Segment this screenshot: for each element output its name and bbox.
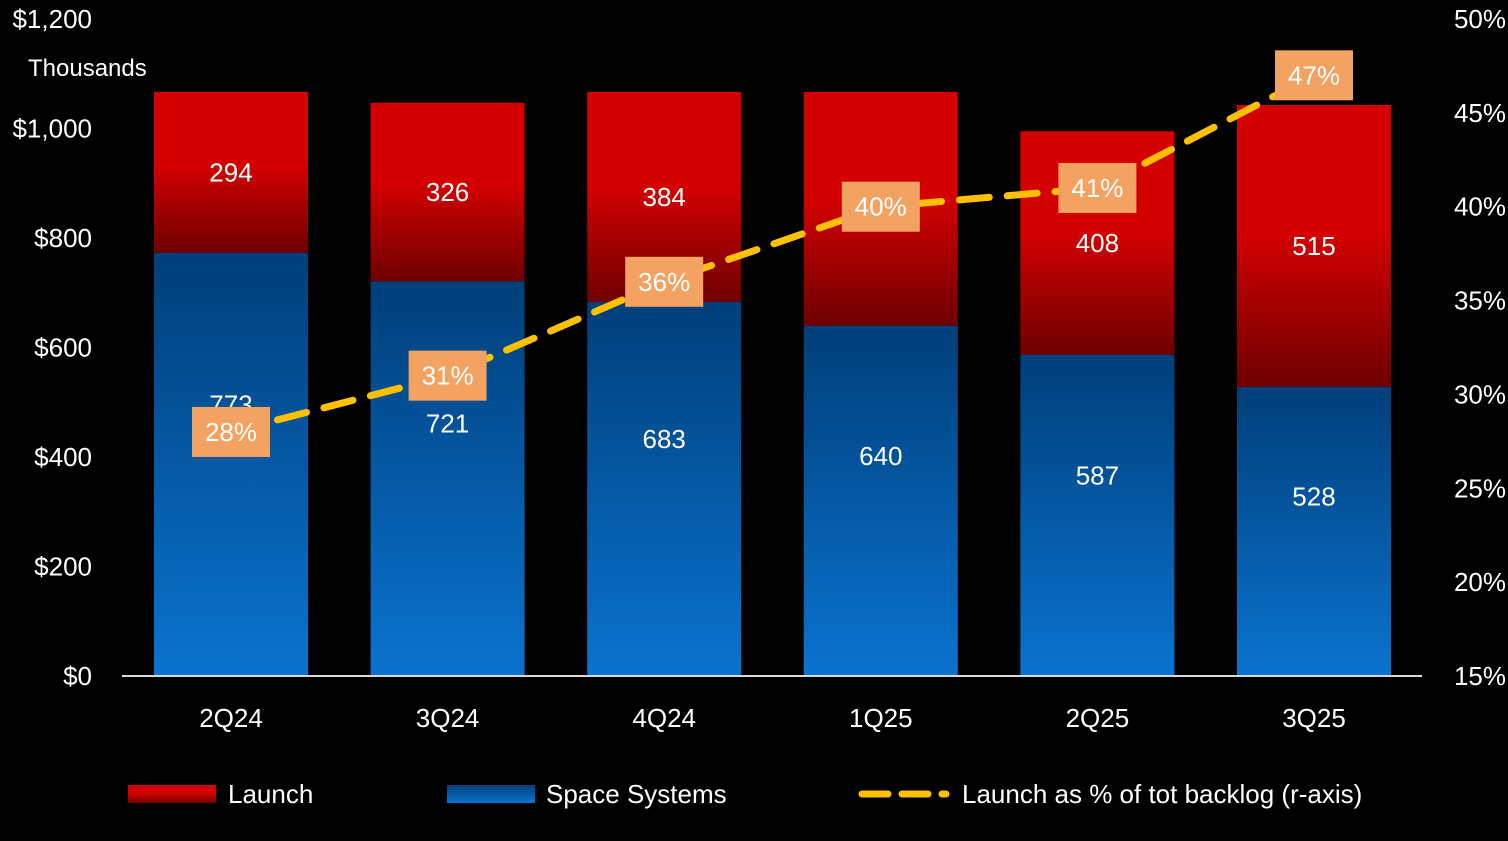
percent-label: 31% (422, 361, 474, 391)
percent-label-box (1058, 162, 1137, 213)
bar-launch (370, 102, 525, 282)
right-tick-label: 50% (1454, 4, 1506, 34)
percent-label: 28% (205, 417, 257, 447)
percent-label-box (408, 350, 487, 401)
right-tick-label: 45% (1454, 98, 1506, 128)
left-tick-label: $1,200 (12, 4, 92, 34)
legend-label: Launch (228, 779, 313, 809)
bar-label-space-systems: 587 (1076, 460, 1119, 490)
category-label: 3Q24 (416, 703, 480, 733)
left-tick-label: $600 (34, 333, 92, 363)
left-tick-label: $200 (34, 552, 92, 582)
category-label: 4Q24 (632, 703, 696, 733)
percent-label: 47% (1288, 60, 1340, 90)
right-axis: 15% 20% 25% 30% 35% 40% 45% 50% (1454, 4, 1506, 691)
right-tick-label: 40% (1454, 192, 1506, 222)
percent-line-group: 28% 31% 36% 40% 41% 47% (192, 50, 1353, 457)
left-tick-label: $400 (34, 442, 92, 472)
bar-space-systems (587, 302, 742, 676)
bar-label-space-systems: 683 (643, 424, 686, 454)
category-label: 2Q24 (199, 703, 263, 733)
bar-label-space-systems: 528 (1292, 481, 1335, 511)
right-tick-label: 20% (1454, 567, 1506, 597)
left-tick-label: $1,000 (12, 114, 92, 144)
percent-label: 40% (855, 192, 907, 222)
left-tick-label: $0 (63, 661, 92, 691)
legend-swatch-launch (128, 785, 216, 803)
bar-launch (154, 91, 308, 253)
bar-space-systems (1020, 354, 1175, 676)
legend-swatch-space-systems (447, 785, 535, 803)
right-tick-label: 30% (1454, 379, 1506, 409)
legend-label: Launch as % of tot backlog (r-axis) (962, 779, 1362, 809)
bar-label-launch: 408 (1076, 228, 1119, 258)
bar-space-systems (370, 281, 525, 676)
legend-label: Space Systems (546, 779, 727, 809)
percent-line (227, 71, 1318, 436)
units-label: Thousands (28, 55, 147, 82)
bar-label-launch: 294 (209, 157, 252, 187)
percent-label-box (625, 256, 704, 307)
bar-label-launch: 515 (1292, 231, 1335, 261)
left-axis: $0 $200 $400 $600 $800 $1,000 $1,200 (12, 4, 92, 691)
legend: Launch Space Systems Launch as % of tot ba… (128, 779, 1362, 809)
percent-label-box (841, 181, 920, 232)
category-label: 3Q25 (1282, 703, 1346, 733)
percent-label-box (1275, 50, 1353, 101)
percent-label: 36% (638, 267, 690, 297)
bar-label-launch: 326 (426, 177, 469, 207)
bar-space-systems (803, 325, 958, 676)
bar-label-launch: 384 (643, 182, 686, 212)
right-tick-label: 15% (1454, 661, 1506, 691)
bar-label-space-systems: 721 (426, 409, 469, 439)
bar-launch (1237, 104, 1391, 387)
bar-space-systems (154, 252, 308, 676)
bar-space-systems (1237, 386, 1391, 676)
right-tick-label: 25% (1454, 473, 1506, 503)
percent-label: 41% (1071, 173, 1123, 203)
percent-label-box (192, 406, 270, 457)
bars-group: 773294721326683384640427587408528515 (154, 91, 1391, 676)
category-label: 1Q25 (849, 703, 913, 733)
left-tick-label: $800 (34, 223, 92, 253)
bar-label-space-systems: 640 (859, 441, 902, 471)
right-tick-label: 35% (1454, 286, 1506, 316)
category-labels: 2Q24 3Q24 4Q24 1Q25 2Q25 3Q25 (199, 703, 1346, 733)
category-label: 2Q25 (1066, 703, 1130, 733)
